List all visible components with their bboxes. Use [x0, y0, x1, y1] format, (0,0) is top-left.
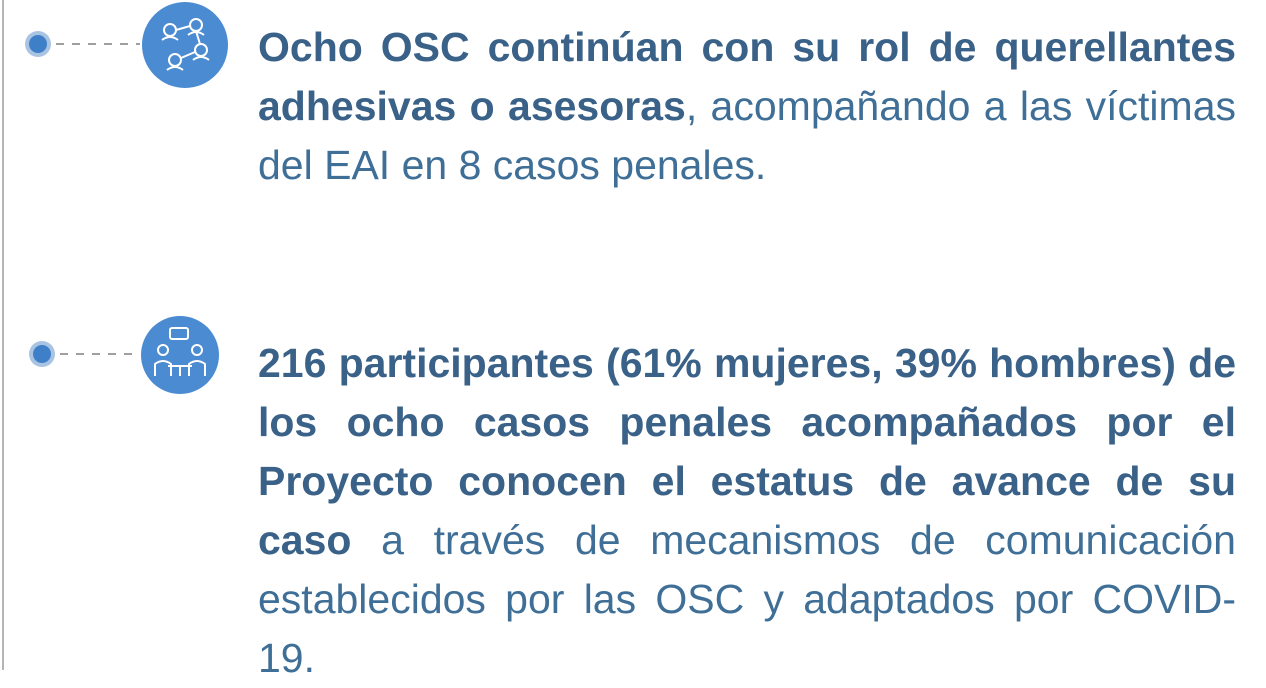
page: Ocho OSC continúan con su rol de querell… [2, 0, 1236, 681]
item-body: , acompañando a las víctimas del EAI en … [258, 83, 1236, 188]
item-body: a través de mecanismos de comunicación e… [258, 517, 1236, 681]
item-marker [29, 316, 219, 394]
item-text: Ocho OSC continúan con su rol de querell… [258, 18, 1236, 195]
timeline [2, 0, 4, 670]
item-text: 216 participantes (61% mujeres, 39% homb… [258, 334, 1236, 688]
item-bold: Ocho OSC continúan con su rol de querell… [258, 24, 1236, 129]
item-marker [25, 2, 228, 88]
item-bold: 216 participantes (61% mujeres, 39% homb… [258, 340, 1236, 563]
